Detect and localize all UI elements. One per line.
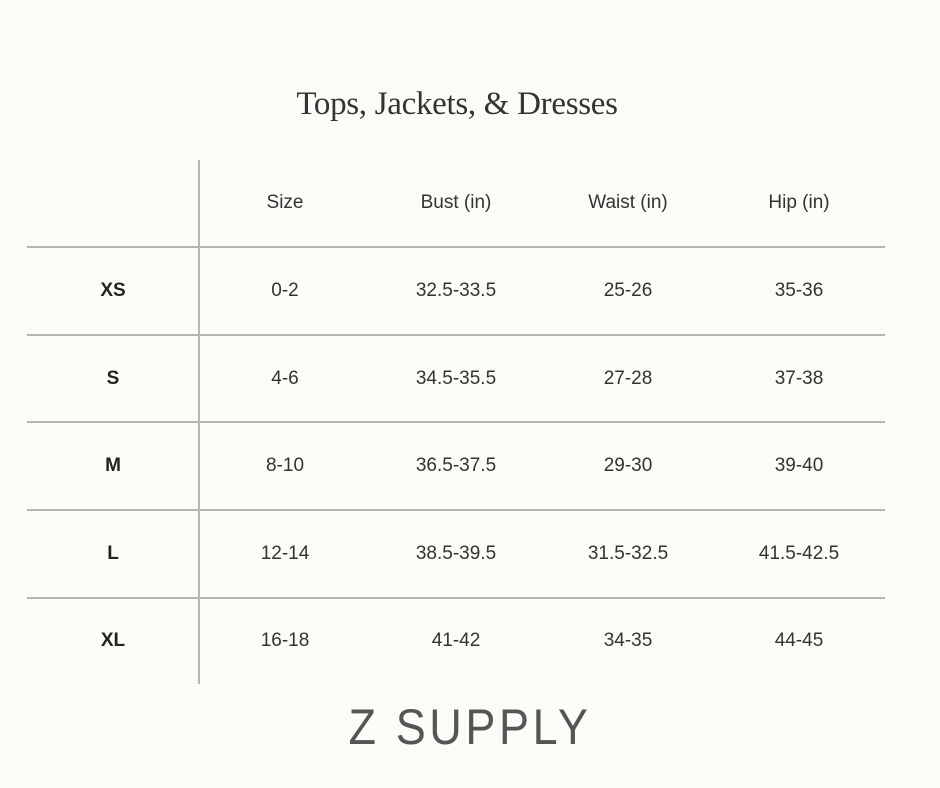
row-label: M — [105, 455, 121, 476]
table-cell-bust: 36.5-37.5 — [415, 455, 497, 476]
table-cell-bust: 38.5-39.5 — [415, 543, 497, 564]
row-label: S — [106, 368, 120, 389]
brand-logo-text: Z SUPPLY — [348, 699, 592, 755]
page-title: Tops, Jackets, & Dresses — [296, 86, 618, 122]
table-cell-waist: 29-30 — [603, 455, 653, 476]
table-cell-size: 4-6 — [271, 368, 299, 389]
brand-logo: Z SUPPLY — [0, 698, 940, 756]
row-divider — [27, 597, 885, 599]
table-cell-hip: 37-38 — [774, 368, 824, 389]
column-header: Waist (in) — [588, 192, 668, 213]
table-cell-size: 16-18 — [260, 630, 310, 651]
row-divider — [27, 421, 885, 423]
column-header: Hip (in) — [768, 192, 830, 213]
row-divider — [27, 246, 885, 248]
table-cell-bust: 34.5-35.5 — [415, 368, 497, 389]
row-label: XL — [100, 630, 126, 651]
table-cell-waist: 27-28 — [603, 368, 653, 389]
table-cell-hip: 39-40 — [774, 455, 824, 476]
table-cell-hip: 41.5-42.5 — [758, 543, 840, 564]
table-cell-bust: 32.5-33.5 — [415, 280, 497, 301]
table-cell-waist: 31.5-32.5 — [587, 543, 669, 564]
column-header: Size — [266, 192, 304, 213]
column-header: Bust (in) — [420, 192, 492, 213]
table-cell-size: 8-10 — [265, 455, 305, 476]
row-divider — [27, 334, 885, 336]
table-cell-hip: 35-36 — [774, 280, 824, 301]
row-divider — [27, 509, 885, 511]
table-cell-waist: 34-35 — [603, 630, 653, 651]
table-cell-size: 12-14 — [260, 543, 310, 564]
row-label: XS — [100, 280, 126, 301]
row-label: L — [107, 543, 119, 564]
table-cell-size: 0-2 — [271, 280, 299, 301]
table-cell-waist: 25-26 — [603, 280, 653, 301]
table-cell-hip: 44-45 — [774, 630, 824, 651]
table-cell-bust: 41-42 — [431, 630, 481, 651]
